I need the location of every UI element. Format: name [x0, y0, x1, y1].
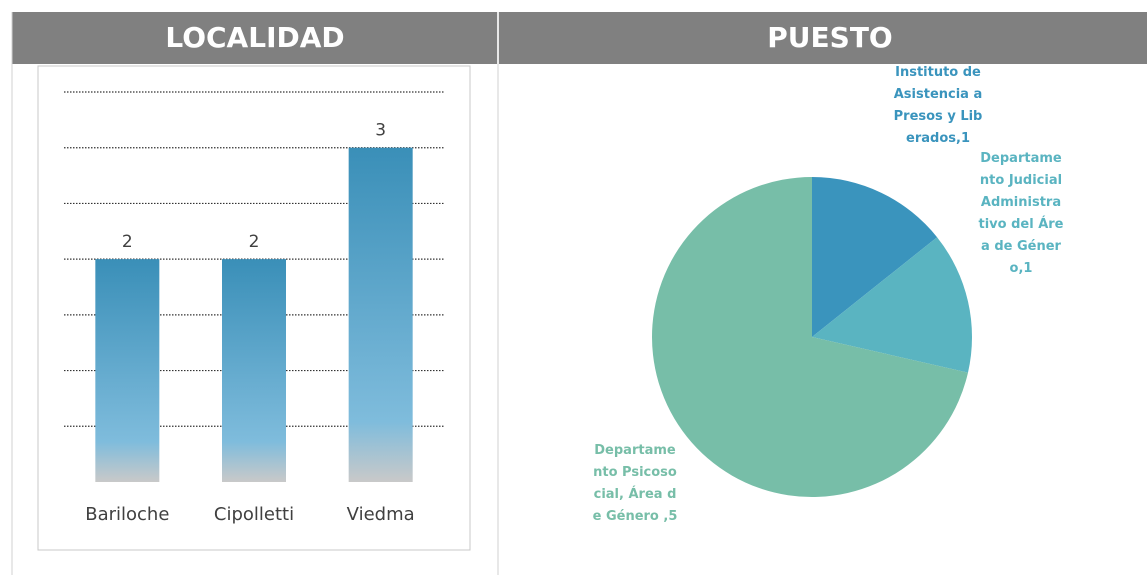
header-bar [12, 12, 497, 64]
pie-slice [812, 237, 972, 373]
slice-name: Departamento Psicosocial, Área de Género [592, 443, 677, 524]
slice-name: Instituto de Asistencia a Presos y Liber… [893, 65, 983, 146]
slice-value: ,5 [658, 509, 678, 524]
data-label: 2 [122, 232, 133, 252]
slice-label: Departamento Judicial Administrativo del… [978, 148, 1064, 280]
bar [348, 147, 413, 482]
data-label: 3 [375, 121, 386, 141]
panel-header: PUESTO [767, 21, 892, 54]
slice-name: Departamento Judicial Administrativo del… [978, 151, 1064, 276]
data-label: 2 [249, 232, 260, 252]
slice-label: Instituto de Asistencia a Presos y Liber… [893, 62, 983, 150]
plot-frame [37, 65, 471, 551]
panel-header: LOCALIDAD [165, 21, 344, 54]
slice-value: ,1 [1018, 261, 1033, 276]
bar [222, 259, 286, 482]
header-bar [499, 12, 1147, 64]
x-tick-label: Viedma [347, 504, 415, 525]
bar [95, 259, 160, 482]
pie-slice [652, 177, 968, 497]
slice-label: Departamento Psicosocial, Área de Género… [590, 440, 680, 528]
x-tick-label: Bariloche [85, 504, 169, 525]
pie-slice [812, 177, 938, 337]
x-tick-label: Cipolletti [214, 504, 294, 525]
slice-value: ,1 [956, 131, 970, 146]
